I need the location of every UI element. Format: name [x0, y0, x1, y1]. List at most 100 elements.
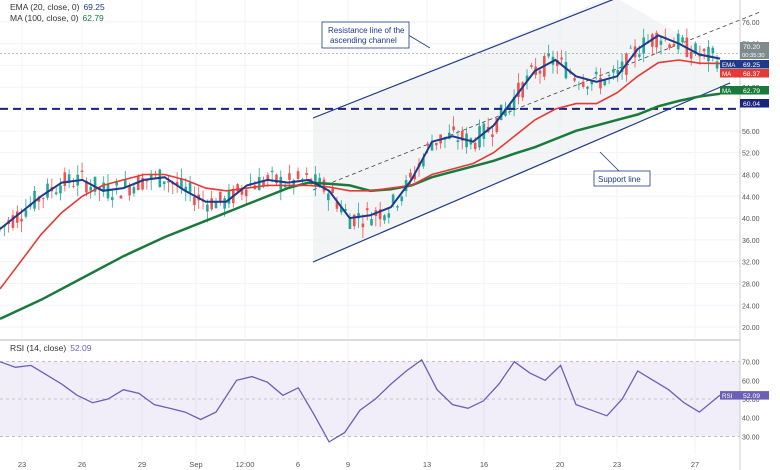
- candle-body: [512, 97, 516, 109]
- candle-body: [214, 201, 218, 209]
- candle-body: [409, 172, 412, 178]
- candle-body: [711, 47, 715, 54]
- time-tick-label: 16: [480, 460, 488, 469]
- candle-body: [180, 178, 183, 190]
- candle-body: [257, 177, 261, 191]
- rsi-tick-label: 70.00: [742, 360, 760, 367]
- candle-body: [227, 190, 231, 204]
- price-badge-tag-text: EMA: [722, 62, 736, 69]
- candle-body: [383, 215, 386, 221]
- candle-body: [348, 218, 352, 229]
- candle-body: [715, 61, 719, 69]
- candle-body: [175, 181, 179, 186]
- time-tick-label: 20: [556, 460, 564, 469]
- candle-body: [707, 46, 710, 62]
- candle-body: [357, 213, 360, 219]
- candle-body: [301, 179, 304, 181]
- candle-body: [270, 170, 274, 173]
- candle-body: [188, 182, 192, 193]
- candle-body: [162, 181, 166, 185]
- price-badge-countdown: 00:35:30: [742, 53, 765, 59]
- candle-body: [530, 65, 533, 67]
- candle-body: [296, 171, 300, 179]
- ma50-line: [0, 59, 721, 290]
- support-line: [312, 82, 731, 263]
- candle-body: [292, 180, 296, 187]
- time-axis[interactable]: 23 26 29 Sep 12:00 6 9 13 16 20 23 27: [18, 460, 699, 469]
- candle-body: [594, 71, 598, 75]
- time-tick-label: 27: [691, 460, 699, 469]
- candle-body: [603, 79, 607, 86]
- rsi-badge-tag: [720, 391, 740, 400]
- time-tick-label: 23: [613, 460, 621, 469]
- ma-legend[interactable]: MA (100, close, 0) 62.79: [10, 13, 104, 23]
- price-badge-tag: [720, 69, 740, 78]
- candle-body: [620, 61, 624, 73]
- candle-body: [145, 180, 149, 182]
- candle-body: [378, 209, 382, 220]
- price-badge-value: 69.25: [743, 62, 760, 69]
- candle-body: [577, 84, 581, 86]
- candle-body: [689, 51, 693, 59]
- price-tick-label: 44.00: [742, 194, 760, 201]
- candle-body: [322, 179, 326, 192]
- candle-body: [123, 180, 127, 187]
- price-tick-label: 24.00: [742, 303, 760, 310]
- candle-body: [46, 183, 49, 198]
- resistance-label-box: [321, 21, 410, 49]
- time-tick-label: Sep: [189, 460, 202, 469]
- price-tick-label: 40.00: [742, 216, 760, 223]
- candle-body: [111, 197, 114, 200]
- candle-body: [422, 157, 425, 167]
- candle-body: [15, 211, 19, 223]
- candle-body: [447, 132, 451, 139]
- price-tick-label: 56.00: [742, 129, 760, 136]
- candle-body: [612, 69, 615, 73]
- rsi-axis[interactable]: 30.00 40.00 50.00 60.00 70.00: [742, 360, 760, 442]
- candle-body: [132, 187, 136, 194]
- candle-body: [702, 49, 706, 52]
- time-tick-label: 29: [138, 460, 146, 469]
- candle-body: [115, 180, 118, 186]
- candle-body: [327, 193, 330, 201]
- candle-body: [236, 184, 239, 192]
- candle-body: [681, 37, 684, 43]
- candle-body: [167, 181, 170, 183]
- candle-body: [521, 82, 525, 98]
- candle-body: [331, 188, 334, 193]
- candle-body: [279, 176, 283, 190]
- candle-body: [67, 174, 71, 183]
- rsi-tick-label: 50.00: [742, 397, 760, 404]
- candle-body: [283, 185, 287, 188]
- rsi-badge-box: [740, 391, 769, 400]
- rsi-tick-label: 30.00: [742, 434, 760, 441]
- candle-body: [24, 209, 28, 217]
- candle-body: [72, 186, 75, 188]
- rsi-tick-label: 60.00: [742, 378, 760, 385]
- candle-body: [452, 126, 455, 131]
- candle-body: [335, 201, 339, 209]
- time-tick-label: 23: [18, 460, 26, 469]
- rsi-band: [0, 361, 740, 437]
- candle-body: [41, 198, 45, 199]
- candle-body: [288, 173, 291, 180]
- candle-body: [491, 134, 494, 137]
- ma100-line: [0, 92, 721, 321]
- candle-body: [262, 180, 265, 186]
- price-badge-box: [740, 86, 769, 95]
- candle-body: [400, 196, 404, 202]
- candle-body: [80, 170, 84, 173]
- ema-legend-label: EMA (20, close, 0): [10, 2, 80, 12]
- candle-body: [638, 54, 641, 57]
- rsi-line: [0, 358, 721, 443]
- time-tick-label: 6: [296, 460, 300, 469]
- rsi-legend[interactable]: RSI (14, close) 52.09: [10, 343, 92, 353]
- candle-body: [426, 143, 429, 146]
- candle-body: [305, 173, 309, 175]
- price-badge-value: 60.04: [743, 101, 760, 108]
- candle-body: [517, 82, 520, 97]
- candle-body: [54, 192, 58, 195]
- ema-legend[interactable]: EMA (20, close, 0) 69.25: [10, 2, 105, 12]
- support-label: Support line: [598, 175, 641, 184]
